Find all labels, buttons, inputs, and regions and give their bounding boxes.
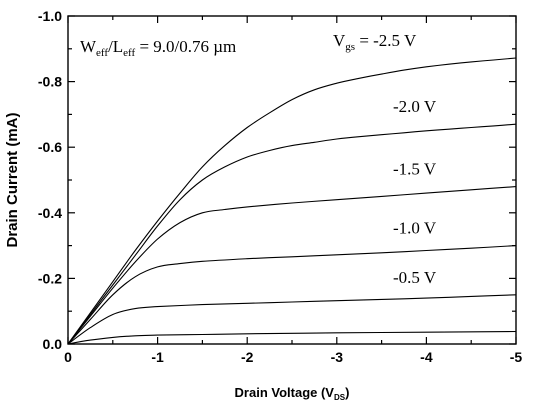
y-axis-title: Drain Current (mA)	[4, 112, 21, 247]
curve-label: -2.0 V	[393, 97, 437, 116]
dimension-value: = 9.0/0.76 µm	[135, 37, 236, 56]
w-subscript: eff	[96, 47, 108, 59]
y-tick-label: 0.0	[43, 336, 63, 352]
l-subscript: eff	[123, 47, 135, 59]
y-tick-label: -1.0	[38, 8, 62, 24]
curve-label: -1.5 V	[393, 160, 437, 179]
x-axis-title-main: Drain Voltage (V	[235, 385, 335, 400]
series-line	[67, 186, 517, 345]
w-label: W	[80, 37, 97, 56]
curves-layer	[67, 57, 517, 345]
x-tick-label: -5	[510, 349, 523, 365]
curve-label: -0.5 V	[393, 268, 437, 287]
series-line	[67, 245, 517, 345]
plot-frame	[67, 15, 517, 345]
x-tick-label: -2	[241, 349, 254, 365]
x-tick-label: -3	[331, 349, 344, 365]
curve-label: -1.0 V	[393, 219, 437, 238]
l-label: /L	[108, 37, 123, 56]
x-axis-title-subscript: DS	[334, 393, 346, 402]
x-axis-title-tail: )	[345, 385, 349, 400]
x-tick-label: -1	[151, 349, 164, 365]
dimension-annotation: Weff/Leff = 9.0/0.76 µm	[80, 37, 236, 59]
y-tick-label: -0.2	[38, 270, 62, 286]
y-tick-label: -0.8	[38, 74, 62, 90]
ticks-layer: 0 -1 -2 -3 -4 -5 0.0 -0.2 -0.4 -0.6 -0.8 -1.0	[38, 8, 523, 365]
y-tick-label: -0.6	[38, 139, 62, 155]
series-line	[67, 294, 517, 345]
series-line	[67, 330, 517, 345]
x-tick-label: 0	[64, 349, 72, 365]
curve-labels-layer: Vgs = -2.5 V -2.0 V -1.5 V -1.0 V -0.5 V	[333, 31, 437, 287]
series-line	[67, 57, 517, 345]
x-tick-label: -4	[420, 349, 433, 365]
y-tick-label: -0.4	[38, 205, 62, 221]
x-axis-title: Drain Voltage (VDS)	[235, 385, 350, 402]
series-line	[67, 123, 517, 345]
curve-label-vgs: Vgs = -2.5 V	[333, 31, 417, 53]
